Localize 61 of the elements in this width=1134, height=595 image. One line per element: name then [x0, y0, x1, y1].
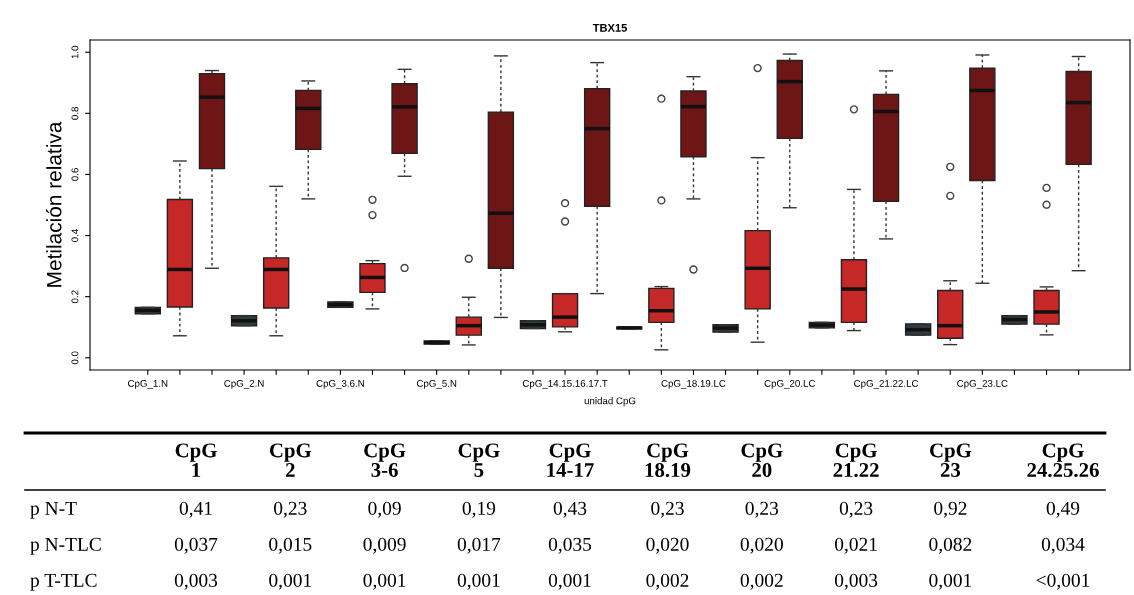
x-tick-label: CpG_5.N	[416, 379, 457, 389]
x-tick-label: CpG_18.19.LC	[661, 379, 726, 389]
text: 0,23	[745, 501, 779, 518]
y-tick-label: 0.4	[71, 229, 79, 242]
text: 0,43	[553, 501, 587, 518]
text: 0,020	[740, 537, 783, 554]
text: p T-TLC	[30, 573, 97, 591]
text: 0,09	[368, 501, 401, 518]
text: CpG 20	[741, 443, 783, 478]
text: 0,082	[929, 537, 972, 554]
text: CpG 21.22	[833, 443, 879, 478]
text: 0,009	[363, 537, 406, 554]
x-tick-label: CpG_1.N	[128, 379, 168, 389]
text: 0,002	[740, 573, 783, 590]
text: CpG 23	[930, 443, 972, 478]
text: CpG 24.25.26	[1027, 443, 1099, 478]
y-tick-label: 0.0	[71, 351, 79, 365]
text: 0,23	[839, 501, 873, 518]
y-tick-label: 1.0	[71, 45, 79, 59]
x-tick-label: CpG_2.N	[224, 379, 264, 389]
text: CpG 1	[175, 443, 217, 477]
text: 0,035	[548, 537, 592, 554]
text: 0,003	[834, 573, 878, 590]
text: CpG 14-17	[547, 443, 594, 477]
text: CpG 5	[458, 443, 500, 478]
x-axis-title: unidad CpG	[584, 397, 636, 407]
chart-title: TBX15	[592, 24, 627, 32]
text: 0,021	[834, 537, 877, 554]
y-axis-title: Metilación relativa	[45, 121, 62, 287]
text: 0,23	[274, 501, 307, 518]
text: CpG 18.19	[645, 443, 691, 478]
x-tick-label: CpG_21.22.LC	[854, 379, 919, 389]
x-tick-label: CpG_14.15.16.17.T	[522, 379, 608, 389]
text: <0,001	[1036, 573, 1090, 590]
text: CpG 3-6	[364, 443, 406, 478]
x-tick-label: CpG_23.LC	[957, 379, 1008, 389]
text: 0,002	[646, 573, 689, 590]
text: p N-TLC	[30, 537, 101, 555]
text: 0,92	[934, 501, 967, 518]
text: 0,41	[179, 501, 212, 518]
text: 0,49	[1046, 501, 1080, 518]
y-tick-label: 0.6	[71, 168, 79, 181]
text: CpG 2	[269, 443, 312, 477]
text: 0,001	[548, 573, 591, 590]
text: 0,23	[651, 501, 684, 518]
text: p N-T	[30, 501, 77, 519]
text: 0,017	[457, 537, 501, 554]
text: 0,19	[462, 501, 496, 518]
text: 0,001	[929, 573, 972, 590]
text: 0,001	[269, 573, 312, 590]
text: 0,020	[646, 537, 689, 554]
x-tick-label: CpG_20.LC	[764, 379, 816, 389]
text: 0,001	[363, 573, 406, 590]
text: 0,037	[174, 537, 218, 554]
text: 0,003	[174, 573, 218, 590]
text: 0,034	[1041, 537, 1085, 554]
text: 0,001	[457, 573, 500, 590]
y-tick-label: 0.2	[71, 290, 79, 304]
x-tick-label: CpG_3.6.N	[316, 379, 364, 389]
y-tick-label: 0.8	[71, 107, 79, 120]
text: 0,015	[269, 537, 312, 554]
